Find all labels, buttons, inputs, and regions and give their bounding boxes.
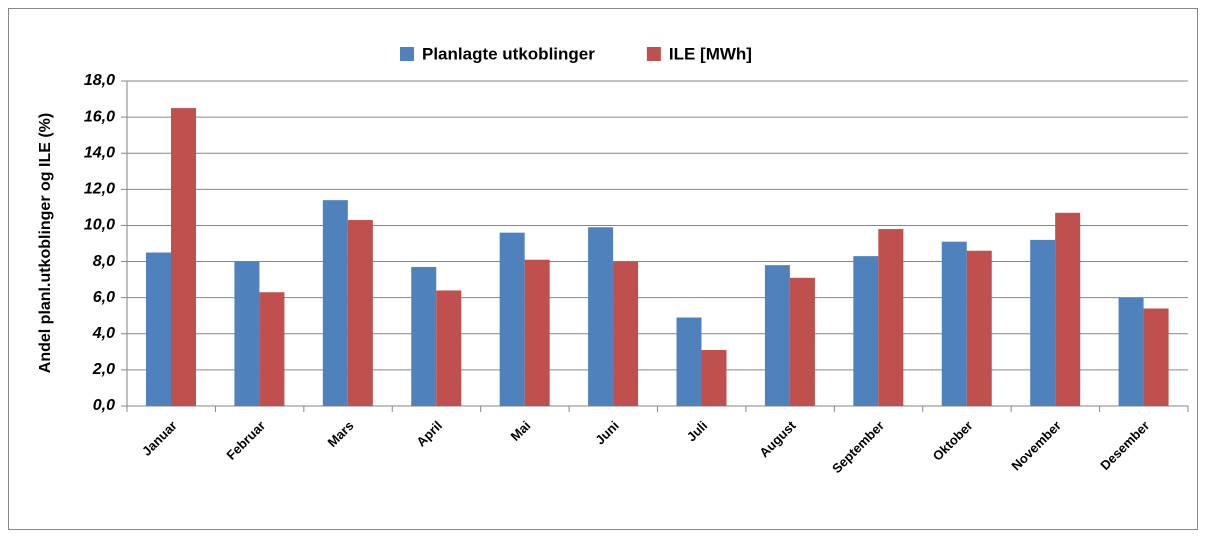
y-tick-label: 0,0 [93, 397, 115, 414]
bar [524, 259, 550, 406]
legend-label: ILE [MWh] [669, 44, 752, 63]
bar [259, 292, 285, 406]
bar [347, 220, 373, 406]
y-tick-label: 14,0 [84, 144, 115, 161]
bar [676, 317, 702, 406]
y-tick-label: 10,0 [84, 217, 115, 234]
bar [146, 252, 171, 406]
bar [966, 250, 992, 406]
bar [322, 200, 348, 406]
bar [853, 256, 879, 406]
bar [764, 265, 790, 406]
y-tick-label: 2,0 [92, 361, 115, 378]
legend-label: Planlagte utkoblinger [422, 44, 595, 63]
bar [789, 277, 815, 406]
y-tick-label: 6,0 [93, 289, 115, 306]
legend-swatch [646, 47, 661, 61]
bar [234, 261, 260, 406]
y-tick-label: 8,0 [93, 253, 115, 270]
bar [499, 232, 525, 406]
bar [1055, 212, 1081, 406]
y-axis-label: Andel planl.utkoblinger og ILE (%) [37, 113, 54, 373]
bar [411, 266, 437, 406]
y-tick-label: 18,0 [84, 72, 115, 89]
bar [588, 227, 614, 406]
bar [613, 261, 639, 406]
bar [701, 350, 727, 406]
bar [1030, 239, 1056, 406]
bar [941, 241, 967, 406]
bar [171, 108, 196, 406]
y-tick-label: 4,0 [92, 325, 115, 342]
bar [878, 229, 904, 406]
y-tick-label: 12,0 [84, 181, 115, 198]
bar [436, 290, 462, 406]
bar [1118, 297, 1144, 406]
bar [1143, 308, 1169, 406]
legend-swatch [400, 47, 414, 61]
y-tick-label: 16,0 [84, 108, 115, 125]
